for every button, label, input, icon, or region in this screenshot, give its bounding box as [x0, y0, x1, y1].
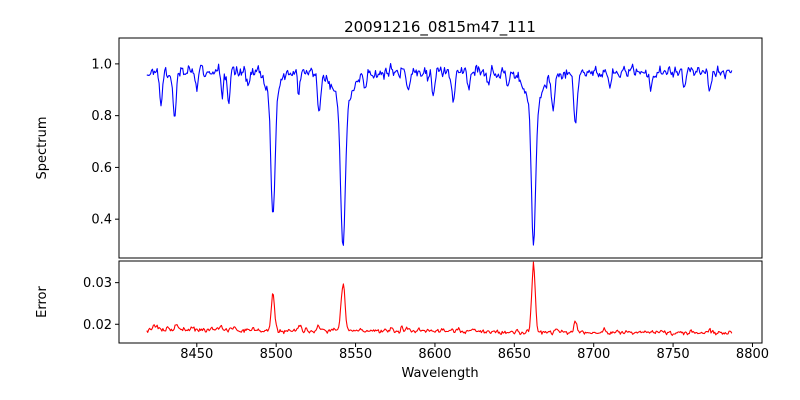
x-tick-label: 8500	[260, 347, 293, 362]
spectrum-y-tick-label: 0.8	[91, 109, 112, 124]
x-tick-label: 8450	[180, 347, 213, 362]
chart-title: 20091216_0815m47_111	[344, 18, 536, 37]
spectrum-y-tick-label: 1.0	[91, 57, 112, 72]
x-tick-label: 8750	[657, 347, 690, 362]
spectrum-line	[146, 62, 733, 246]
error-y-tick-label: 0.02	[83, 318, 112, 333]
x-axis-label: Wavelength	[401, 366, 478, 381]
error-y-tick-label: 0.03	[83, 276, 112, 291]
x-tick-label: 8550	[339, 347, 372, 362]
error-line	[146, 261, 733, 336]
axes-layer: 8450 8500 8550 8600 8650 8700 8750 8800 0.4 0.6 0.…	[83, 37, 769, 362]
x-tick-label: 8650	[498, 347, 531, 362]
error-y-axis-label: Error	[35, 286, 50, 318]
x-tick-label: 8600	[418, 347, 451, 362]
x-tick-label: 8800	[736, 347, 769, 362]
spectrum-y-axis-label: Spectrum	[35, 117, 50, 180]
x-tick-label: 8700	[577, 347, 610, 362]
spectrum-axes-frame	[118, 37, 763, 259]
data-layer	[146, 62, 733, 336]
spectrum-y-tick-label: 0.6	[91, 161, 112, 176]
spectrum-y-tick-label: 0.4	[91, 213, 112, 228]
error-axes-frame	[118, 260, 763, 344]
